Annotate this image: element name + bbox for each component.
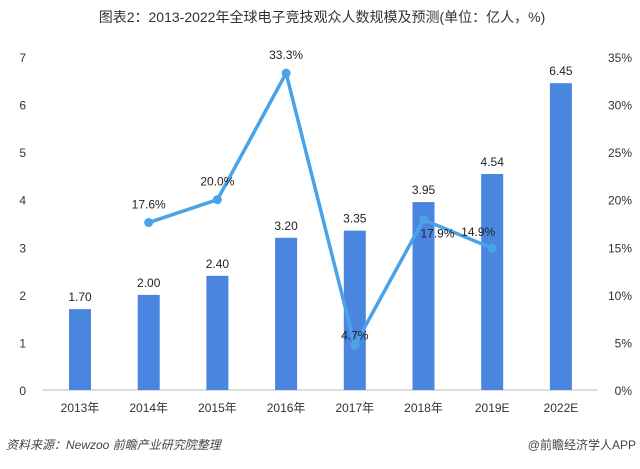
y2-tick-label: 15% bbox=[608, 241, 632, 255]
line-point bbox=[281, 68, 291, 78]
y2-tick-label: 10% bbox=[608, 289, 632, 303]
bar-data-label: 4.54 bbox=[481, 155, 505, 169]
y2-tick-label: 5% bbox=[615, 336, 633, 350]
line-data-label: 4.7% bbox=[341, 328, 369, 342]
bar-data-label: 1.70 bbox=[68, 290, 92, 304]
x-tick-label: 2015年 bbox=[198, 401, 237, 415]
y-tick-label: 6 bbox=[19, 99, 26, 113]
footer-source: 资料来源：Newzoo 前瞻产业研究院整理 bbox=[6, 438, 223, 452]
y-tick-label: 2 bbox=[19, 289, 26, 303]
line-data-label: 20.0% bbox=[200, 175, 234, 189]
growth-line bbox=[148, 68, 493, 351]
bar bbox=[481, 174, 504, 390]
line-point bbox=[212, 195, 222, 205]
y2-tick-label: 25% bbox=[608, 146, 632, 160]
x-tick-label: 2016年 bbox=[267, 401, 306, 415]
y2-tick-label: 35% bbox=[608, 51, 632, 65]
chart-title: 图表2：2013-2022年全球电子竞技观众人数规模及预测(单位：亿人，%) bbox=[99, 9, 546, 25]
bar bbox=[137, 294, 160, 390]
x-tick-label: 2018年 bbox=[404, 401, 443, 415]
x-tick-label: 2022E bbox=[544, 401, 579, 415]
line-data-label: 17.6% bbox=[132, 198, 166, 212]
x-tick-label: 2013年 bbox=[61, 401, 100, 415]
bar bbox=[206, 275, 229, 390]
bar-data-label: 2.00 bbox=[137, 276, 161, 290]
y-tick-label: 7 bbox=[19, 51, 26, 65]
bar bbox=[549, 83, 572, 391]
y-tick-label: 5 bbox=[19, 146, 26, 160]
y-tick-label: 1 bbox=[19, 336, 26, 350]
y-tick-label: 0 bbox=[19, 384, 26, 398]
line-point bbox=[487, 243, 497, 253]
bar-data-label: 6.45 bbox=[549, 64, 573, 78]
line-data-label: 17.9% bbox=[420, 227, 454, 241]
line-data-label: 14.9% bbox=[461, 225, 495, 239]
bar-data-label: 2.40 bbox=[206, 257, 230, 271]
bar bbox=[275, 237, 298, 390]
x-tick-label: 2014年 bbox=[129, 401, 168, 415]
x-tick-label: 2019E bbox=[475, 401, 510, 415]
bar bbox=[69, 309, 91, 390]
footer-credit: @前瞻经济学人APP bbox=[528, 437, 636, 452]
bar bbox=[412, 202, 435, 390]
line-point bbox=[419, 215, 428, 225]
y2-tick-label: 20% bbox=[608, 194, 632, 208]
y2-tick-label: 30% bbox=[608, 99, 632, 113]
y-tick-label: 3 bbox=[19, 241, 26, 255]
y2-tick-label: 0% bbox=[615, 384, 633, 398]
line-point bbox=[144, 218, 154, 228]
bar bbox=[343, 230, 366, 390]
line-data-label: 33.3% bbox=[269, 48, 303, 62]
line-point bbox=[350, 340, 360, 350]
x-tick-label: 2017年 bbox=[335, 401, 374, 415]
y-tick-label: 4 bbox=[19, 194, 26, 208]
bar-data-label: 3.20 bbox=[274, 219, 298, 233]
bar-data-label: 3.95 bbox=[412, 183, 436, 197]
bar-data-label: 3.35 bbox=[343, 212, 367, 226]
